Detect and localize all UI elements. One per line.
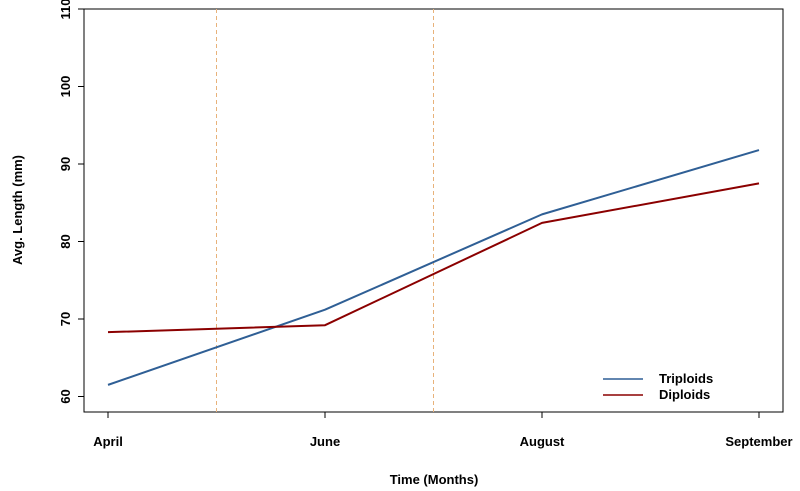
y-axis: 60 70 80 90 100 110 (58, 0, 84, 404)
legend-label-triploids: Triploids (659, 371, 713, 386)
series-line-diploids (107, 182, 760, 334)
y-tick-label: 70 (58, 312, 73, 326)
y-axis-title: Avg. Length (mm) (10, 155, 25, 265)
x-tick-label: June (310, 434, 340, 449)
plot-frame (83, 8, 784, 413)
x-tick-label: August (520, 434, 565, 449)
y-tick-label: 60 (58, 389, 73, 403)
legend-label-diploids: Diploids (659, 387, 710, 402)
x-axis-title: Time (Months) (390, 472, 479, 487)
x-tick-label: September (725, 434, 792, 449)
y-tick-label: 90 (58, 157, 73, 171)
vertical-markers (216, 9, 434, 412)
x-tick-label: April (93, 434, 123, 449)
series-lines (107, 149, 760, 386)
y-tick-label: 100 (58, 76, 73, 98)
y-tick-label: 80 (58, 234, 73, 248)
x-axis: April June August September (93, 412, 793, 449)
y-tick-label: 110 (58, 0, 73, 19)
series-line-triploids (107, 149, 760, 386)
